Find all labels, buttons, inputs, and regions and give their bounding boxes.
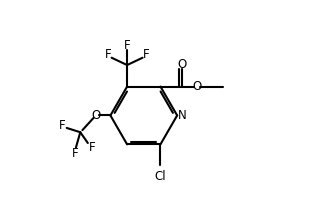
Text: F: F (59, 119, 65, 132)
Text: O: O (92, 109, 101, 122)
Text: F: F (71, 147, 78, 160)
Text: Cl: Cl (155, 170, 166, 183)
Text: N: N (177, 109, 186, 122)
Text: F: F (104, 48, 111, 61)
Text: O: O (193, 80, 202, 93)
Text: O: O (177, 58, 187, 71)
Text: F: F (143, 48, 150, 61)
Text: F: F (124, 39, 130, 52)
Text: F: F (89, 141, 95, 154)
